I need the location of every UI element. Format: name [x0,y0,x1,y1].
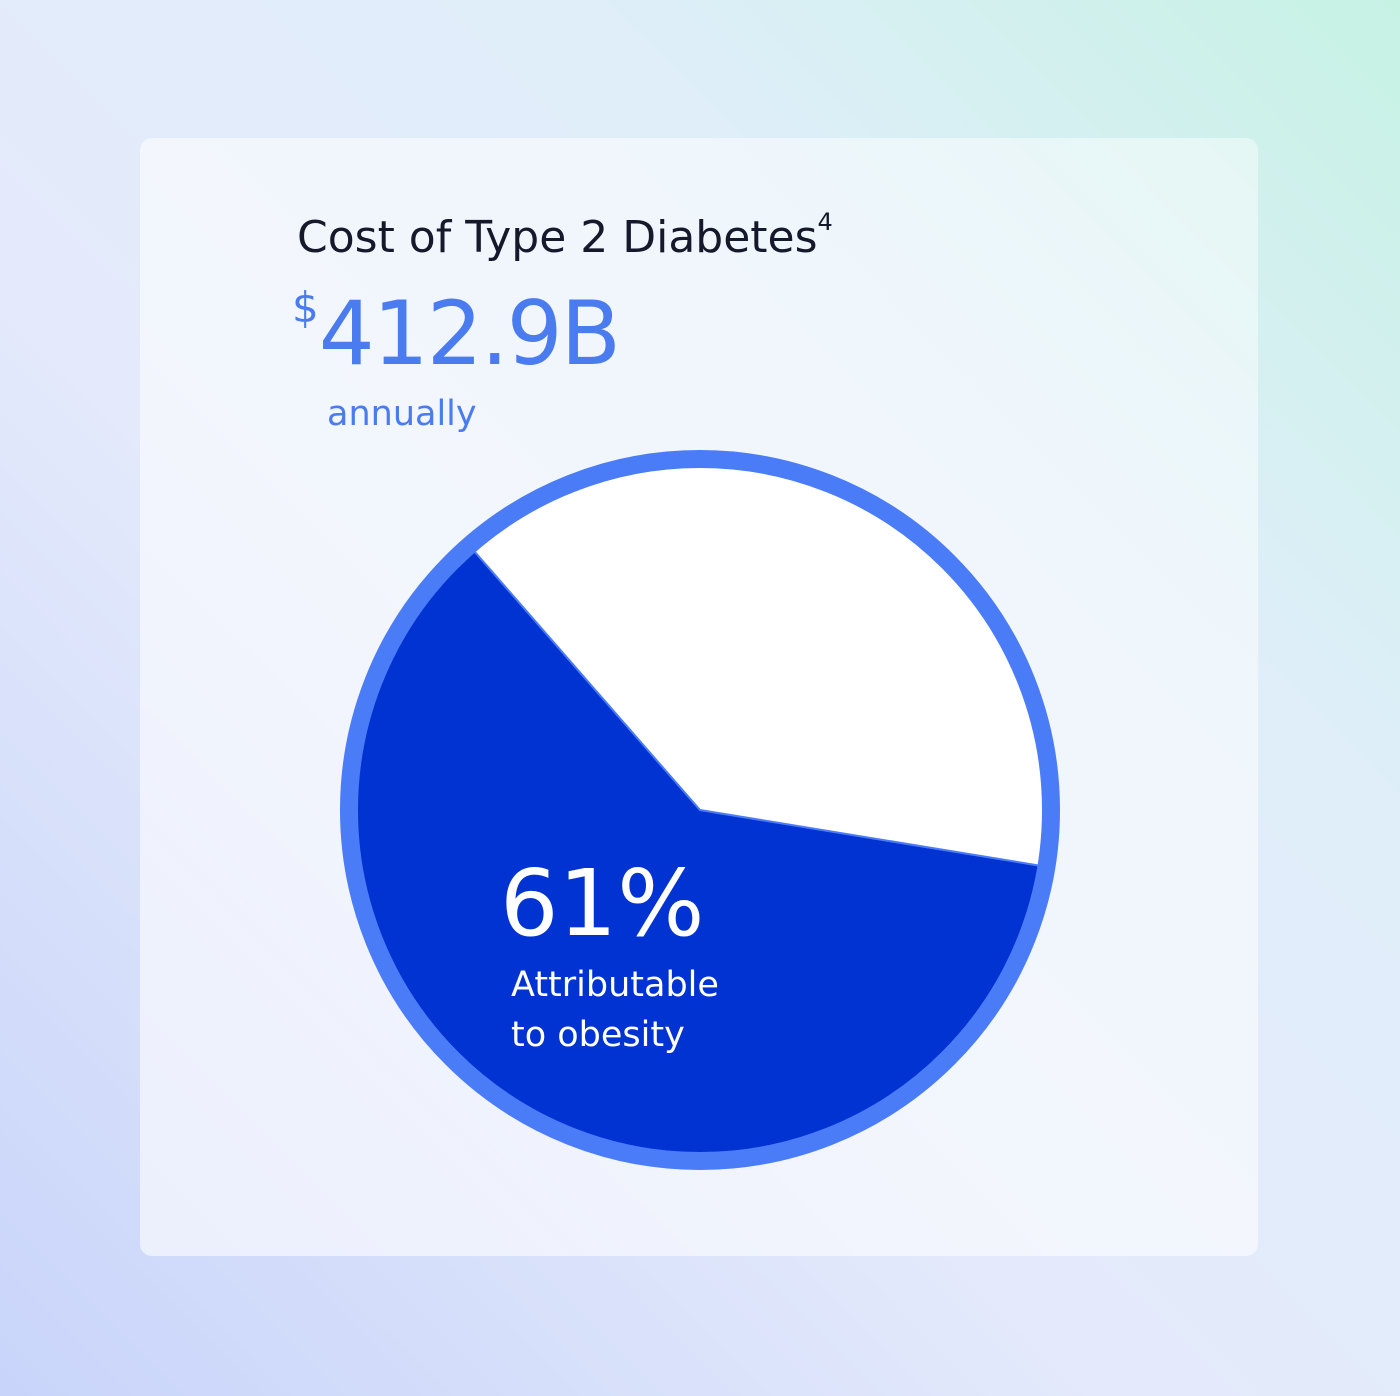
total-amount: 412.9B [318,282,621,385]
total: $412.9B [292,282,621,385]
title-superscript: 4 [817,208,833,236]
value-label: 61% [500,850,705,957]
total-note: annually [327,394,477,434]
total-currency: $ [292,283,319,332]
chart-title: Cost of Type 2 Diabetes [297,212,818,263]
title-block: Cost of Type 2 Diabetes4 [297,208,833,263]
pie-border [340,450,1060,1170]
category-label: Attributable to obesity [511,965,719,1055]
